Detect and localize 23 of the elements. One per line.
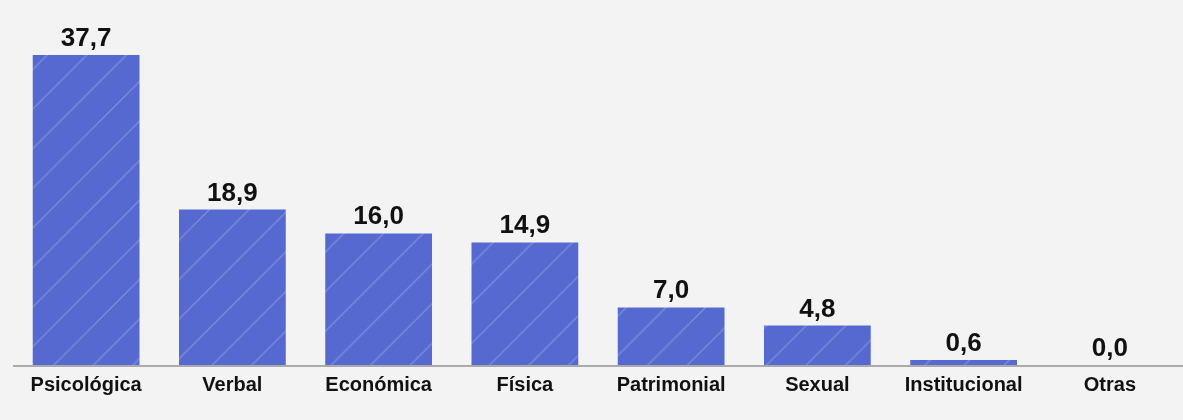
- x-tick-label: Patrimonial: [616, 373, 726, 395]
- data-label: 14,9: [499, 209, 551, 240]
- bar: [763, 325, 871, 365]
- data-label: 0,6: [945, 327, 982, 358]
- data-label: 37,7: [60, 21, 112, 52]
- x-tick-label: Verbal: [202, 373, 263, 395]
- bar: [178, 209, 286, 365]
- data-label: 0,0: [1091, 332, 1128, 362]
- bar: [32, 54, 140, 365]
- x-tick-label: Institucional: [904, 373, 1023, 395]
- data-label: 18,9: [207, 176, 258, 207]
- data-label: 7,0: [653, 274, 690, 305]
- x-tick-label: Económica: [325, 373, 433, 395]
- x-tick-label: Otras: [1083, 373, 1137, 395]
- data-label: 16,0: [353, 200, 404, 231]
- bar: [471, 242, 579, 365]
- data-label: 4,8: [799, 292, 836, 323]
- bar: [325, 233, 433, 365]
- bar: [617, 307, 725, 365]
- bar: [910, 360, 1018, 365]
- x-tick-label: Sexual: [785, 373, 850, 395]
- x-tick-label: Psicológica: [30, 373, 143, 395]
- x-tick-label: Física: [496, 373, 555, 395]
